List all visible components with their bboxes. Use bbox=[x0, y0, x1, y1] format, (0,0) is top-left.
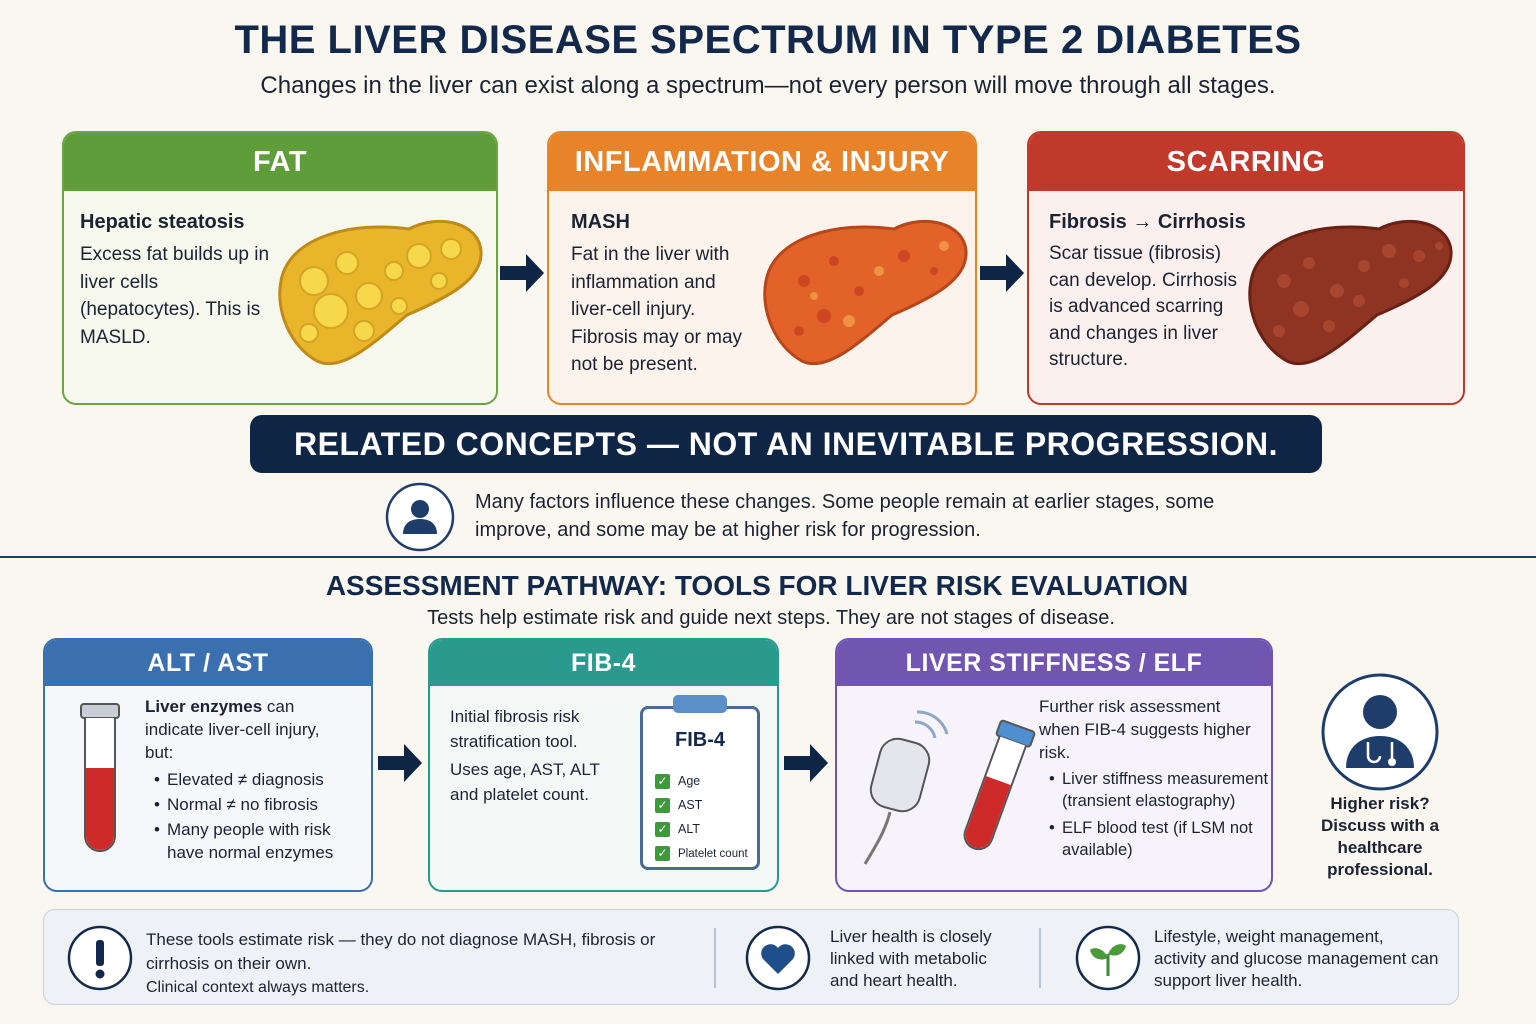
stage-subtitle: Hepatic steatosis bbox=[80, 211, 245, 233]
stage-heading: FAT bbox=[64, 133, 496, 191]
tool-lead-text: can indicate liver-cell injury, but: bbox=[145, 697, 320, 762]
banner: RELATED CONCEPTS — NOT AN INEVITABLE PRO… bbox=[250, 415, 1322, 473]
liver-inflamed-illustration bbox=[763, 219, 968, 366]
tool-text: Initial fibrosis risk stratification too… bbox=[450, 707, 580, 751]
separator bbox=[714, 928, 716, 988]
tool-text: Uses age, AST, ALT and platelet count. bbox=[450, 760, 600, 804]
stage-text: Scar tissue (fibrosis) can develop. Cirr… bbox=[1049, 243, 1237, 370]
referral-question: Higher risk? bbox=[1330, 794, 1430, 813]
arrow bbox=[980, 254, 1024, 292]
blood-tube-icon bbox=[80, 703, 120, 852]
stage-card: SCARRING Fibrosis → Cirrhosis Scar tissu… bbox=[1027, 131, 1465, 405]
bullet: Many people with risk have normal enzyme… bbox=[154, 818, 353, 864]
footer-text: Liver health is closely linked with meta… bbox=[830, 927, 992, 990]
arrow bbox=[378, 744, 422, 782]
divider bbox=[0, 556, 1536, 558]
tool-heading: FIB-4 bbox=[430, 640, 777, 686]
check-item: ✓ Age bbox=[655, 769, 748, 793]
footer-text: Lifestyle, weight management, activity a… bbox=[1154, 927, 1439, 990]
bullet: Liver stiffness measurement (transient e… bbox=[1049, 768, 1271, 812]
stage-subtitle: MASH bbox=[571, 211, 630, 233]
check-item: ✓ AST bbox=[655, 793, 748, 817]
stage-subtitle: Fibrosis → Cirrhosis bbox=[1049, 211, 1246, 233]
elastography-icons bbox=[863, 710, 1036, 865]
tool-lead: Liver enzymes can indicate liver-cell in… bbox=[145, 695, 345, 764]
check-label: Platelet count bbox=[678, 848, 748, 860]
stage-card: FAT Hepatic steatosis Excess fat builds … bbox=[62, 131, 498, 405]
tool-bullets: Elevated ≠ diagnosis Normal ≠ no fibrosi… bbox=[153, 768, 353, 864]
referral-text: Discuss with a healthcare professional. bbox=[1320, 816, 1440, 879]
bullet: Elevated ≠ diagnosis bbox=[154, 768, 353, 791]
tool-card: ALT / AST Liver enzymes can indicate liv… bbox=[43, 638, 373, 892]
person-icon bbox=[385, 482, 455, 552]
stage-text: Excess fat builds up in liver cells (hep… bbox=[80, 244, 270, 348]
clipboard-clip bbox=[673, 695, 727, 713]
heart-icon bbox=[745, 925, 811, 991]
check-item: ✓ ALT bbox=[655, 817, 748, 841]
footer-panel: These tools estimate risk — they do not … bbox=[43, 909, 1459, 1005]
plant-icon bbox=[1075, 925, 1141, 991]
note: Many factors influence these changes. So… bbox=[475, 491, 1215, 541]
title: THE LIVER DISEASE SPECTRUM IN TYPE 2 DIA… bbox=[234, 18, 1302, 62]
liver-cirrhosis-illustration bbox=[1248, 219, 1453, 366]
stage-card: INFLAMMATION & INJURY MASH Fat in the li… bbox=[547, 131, 977, 405]
section-title: ASSESSMENT PATHWAY: TOOLS FOR LIVER RISK… bbox=[325, 570, 1189, 601]
stage-heading: SCARRING bbox=[1029, 133, 1463, 191]
footer-text: These tools estimate risk — they do not … bbox=[146, 930, 656, 973]
referral: Higher risk? Discuss with a healthcare pr… bbox=[1300, 793, 1460, 881]
tool-heading: LIVER STIFFNESS / ELF bbox=[837, 640, 1271, 686]
stage-heading: INFLAMMATION & INJURY bbox=[549, 133, 975, 191]
tool-lead: Further risk assessment when FIB-4 sugge… bbox=[1039, 697, 1251, 762]
bullet: ELF blood test (if LSM not available) bbox=[1049, 817, 1271, 861]
arrow bbox=[784, 744, 828, 782]
checklist: ✓ Age ✓ AST ✓ ALT ✓ Platelet count bbox=[655, 769, 748, 866]
separator bbox=[1039, 928, 1041, 988]
tool-heading: ALT / AST bbox=[45, 640, 371, 686]
clipboard: FIB-4 ✓ Age ✓ AST ✓ ALT ✓ Platelet count bbox=[640, 695, 760, 870]
clinician-icon bbox=[1321, 673, 1439, 791]
section-subtitle: Tests help estimate risk and guide next … bbox=[427, 607, 1115, 629]
check-item: ✓ Platelet count bbox=[655, 841, 748, 866]
check-label: ALT bbox=[678, 822, 700, 836]
tool-lead-bold: Liver enzymes bbox=[145, 697, 263, 716]
stage-text: Fat in the liver with inflammation and l… bbox=[571, 244, 743, 375]
clipboard-title: FIB-4 bbox=[675, 729, 725, 751]
liver-fat-illustration bbox=[278, 219, 483, 366]
alert-icon bbox=[67, 925, 133, 991]
subtitle: Changes in the liver can exist along a s… bbox=[260, 72, 1276, 99]
check-label: Age bbox=[678, 774, 701, 788]
bullet: Normal ≠ no fibrosis bbox=[154, 793, 353, 816]
footer-note: Clinical context always matters. bbox=[146, 979, 370, 996]
tool-card: LIVER STIFFNESS / ELF Further risk asses… bbox=[835, 638, 1273, 892]
arrow bbox=[500, 254, 544, 292]
tool-bullets: Liver stiffness measurement (transient e… bbox=[1048, 768, 1271, 861]
tool-card: FIB-4 Initial fibrosis risk stratificati… bbox=[428, 638, 779, 892]
check-label: AST bbox=[678, 798, 703, 812]
